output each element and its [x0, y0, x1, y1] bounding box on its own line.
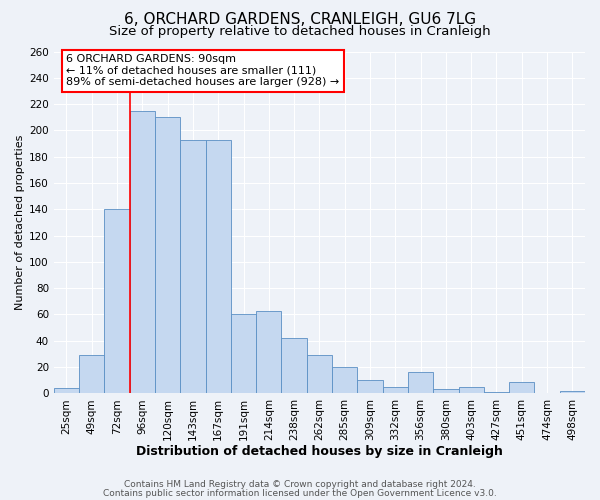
- Bar: [281, 338, 307, 394]
- Bar: [307, 355, 332, 394]
- Text: Size of property relative to detached houses in Cranleigh: Size of property relative to detached ho…: [109, 25, 491, 38]
- X-axis label: Distribution of detached houses by size in Cranleigh: Distribution of detached houses by size …: [136, 444, 503, 458]
- Bar: [484, 392, 509, 394]
- Bar: [79, 355, 104, 394]
- Bar: [383, 387, 408, 394]
- Text: 6, ORCHARD GARDENS, CRANLEIGH, GU6 7LG: 6, ORCHARD GARDENS, CRANLEIGH, GU6 7LG: [124, 12, 476, 28]
- Bar: [408, 372, 433, 394]
- Bar: [54, 388, 79, 394]
- Bar: [104, 210, 130, 394]
- Bar: [433, 390, 458, 394]
- Bar: [332, 367, 358, 394]
- Bar: [231, 314, 256, 394]
- Y-axis label: Number of detached properties: Number of detached properties: [15, 134, 25, 310]
- Bar: [560, 390, 585, 394]
- Bar: [206, 140, 231, 394]
- Bar: [180, 140, 206, 394]
- Bar: [509, 382, 535, 394]
- Bar: [155, 117, 180, 394]
- Bar: [358, 380, 383, 394]
- Bar: [256, 310, 281, 394]
- Text: Contains HM Land Registry data © Crown copyright and database right 2024.: Contains HM Land Registry data © Crown c…: [124, 480, 476, 489]
- Text: 6 ORCHARD GARDENS: 90sqm
← 11% of detached houses are smaller (111)
89% of semi-: 6 ORCHARD GARDENS: 90sqm ← 11% of detach…: [67, 54, 340, 88]
- Text: Contains public sector information licensed under the Open Government Licence v3: Contains public sector information licen…: [103, 488, 497, 498]
- Bar: [458, 387, 484, 394]
- Bar: [130, 110, 155, 394]
